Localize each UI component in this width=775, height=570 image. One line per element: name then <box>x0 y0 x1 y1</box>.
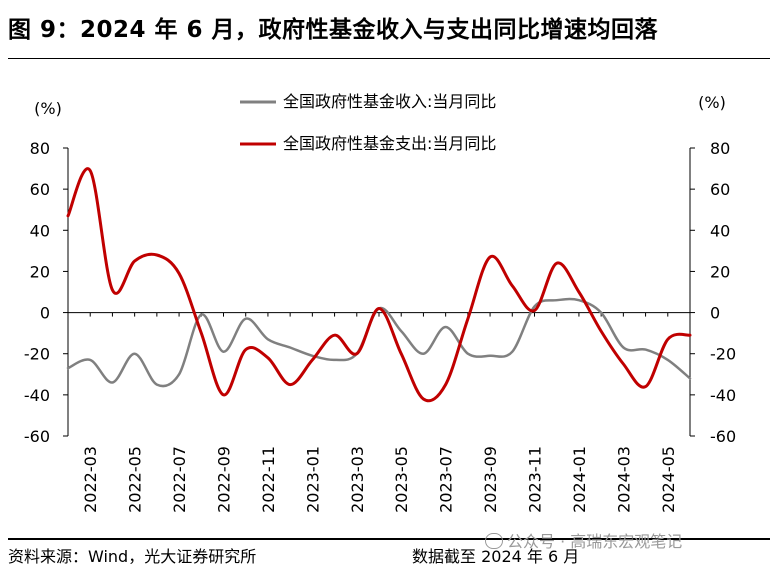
x-tick-label: 2023-11 <box>526 446 545 513</box>
x-tick-label: 2024-03 <box>614 446 633 513</box>
legend-expense-label: 全国政府性基金支出:当月同比 <box>283 134 496 153</box>
y-tick-label-left: 0 <box>40 304 50 323</box>
y-axis-unit-right: (%) <box>698 93 726 112</box>
line-chart: 80 80 60 60 40 40 20 20 0 0 -20 -20 -40 -40 -60 -60 (%) (… <box>24 92 736 513</box>
wechat-icon <box>485 533 503 549</box>
title-divider <box>8 58 770 59</box>
x-tick-label: 2022-05 <box>126 446 145 513</box>
y-axis-unit-left: (%) <box>34 99 62 118</box>
legend-income-label: 全国政府性基金收入:当月同比 <box>283 92 496 111</box>
x-tick-label: 2023-01 <box>303 446 322 513</box>
date-note: 数据截至 2024 年 6 月 <box>412 547 580 566</box>
x-tick-label: 2022-11 <box>259 446 278 513</box>
x-tick-label: 2023-07 <box>437 446 456 513</box>
y-tick-label-left: 80 <box>30 139 50 158</box>
x-tick-label: 2022-09 <box>215 446 234 513</box>
expense-line <box>66 167 692 403</box>
y-tick-label-right: -60 <box>710 427 736 446</box>
y-tick-label-left: 60 <box>30 180 50 199</box>
x-tick-label: 2022-07 <box>170 446 189 513</box>
y-tick-label-left: -20 <box>24 345 50 364</box>
x-tick-label: 2022-03 <box>81 446 100 513</box>
y-tick-label-right: 0 <box>710 304 720 323</box>
x-tick-label: 2024-01 <box>570 446 589 513</box>
y-tick-label-right: 80 <box>710 139 730 158</box>
y-tick-label-right: 20 <box>710 262 730 281</box>
x-tick-label: 2023-03 <box>348 446 367 513</box>
y-tick-label-left: 20 <box>30 262 50 281</box>
y-tick-label-left: -60 <box>24 427 50 446</box>
x-tick-label: 2024-05 <box>659 446 678 513</box>
footer-divider <box>8 538 770 540</box>
x-tick-label: 2023-05 <box>392 446 411 513</box>
y-tick-label-left: 40 <box>30 221 50 240</box>
source-note: 资料来源：Wind，光大证券研究所 <box>8 547 257 566</box>
y-tick-label-left: -40 <box>24 386 50 405</box>
y-tick-label-right: -40 <box>710 386 736 405</box>
y-tick-label-right: 40 <box>710 221 730 240</box>
watermark: 公众号 · 高瑞东宏观笔记 <box>485 528 682 552</box>
y-tick-label-right: 60 <box>710 180 730 199</box>
x-tick-label: 2023-09 <box>481 446 500 513</box>
y-tick-label-right: -20 <box>710 345 736 364</box>
chart-title: 图 9：2024 年 6 月，政府性基金收入与支出同比增速均回落 <box>8 17 659 43</box>
watermark-text: 公众号 · 高瑞东宏观笔记 <box>507 532 683 551</box>
